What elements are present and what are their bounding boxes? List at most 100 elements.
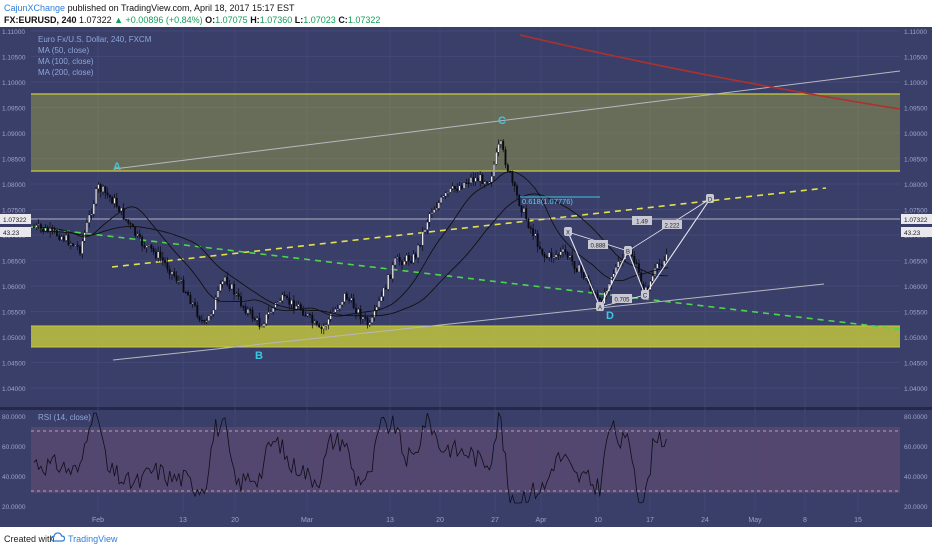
candle-body	[495, 152, 498, 165]
candle-body	[111, 197, 114, 204]
candle-body	[414, 253, 417, 258]
candle-body	[490, 176, 493, 183]
candle-body	[42, 228, 45, 232]
candle-body	[249, 309, 252, 311]
rsi-tick-label-left: 80.0000	[2, 414, 26, 421]
candle-body	[76, 245, 79, 247]
candle-body	[398, 257, 401, 262]
candle-body	[656, 263, 659, 269]
time-tick-label: 20	[436, 517, 444, 524]
candle-body	[283, 294, 286, 297]
price-tick-label-left: 1.08000	[2, 182, 26, 189]
candle-body	[256, 317, 259, 321]
candle-body	[269, 311, 272, 314]
symbol-name: FX:EURUSD, 240	[4, 15, 77, 25]
lower-channel-line	[112, 283, 825, 361]
rsi-value-badge-right	[901, 227, 932, 237]
candle-body	[152, 248, 155, 252]
pattern-point-label: A	[113, 161, 121, 173]
candle-body	[108, 194, 111, 198]
candle-body	[442, 195, 445, 198]
candle-body	[559, 251, 562, 256]
candle-body	[281, 294, 284, 301]
candle-body	[522, 208, 525, 213]
candle-body	[543, 253, 546, 258]
created-with-text: Created with	[4, 534, 55, 544]
candle-body	[325, 324, 328, 327]
candle-body	[145, 245, 148, 248]
time-tick-label: 10	[594, 517, 602, 524]
candle-body	[226, 277, 229, 285]
candle-body	[58, 235, 61, 240]
candle-body	[125, 219, 127, 221]
candle-body	[506, 164, 509, 172]
price-tick-label-right: 1.07500	[904, 208, 928, 215]
candle-body	[194, 302, 196, 306]
candle-body	[157, 251, 160, 259]
candle-body	[582, 272, 585, 279]
candle-body	[175, 275, 178, 281]
price-tick-label-left: 1.05500	[2, 310, 26, 317]
pattern-point-label: D	[606, 310, 614, 322]
legend-ma50: MA (50, close)	[38, 46, 89, 55]
author-link[interactable]: CajunXChange	[4, 3, 66, 13]
rsi-band	[31, 427, 900, 493]
candle-body	[65, 234, 68, 241]
candle-body	[56, 230, 58, 236]
candle-body	[481, 174, 484, 184]
current-price-badge-right	[901, 214, 932, 224]
high-label: H:	[250, 15, 260, 25]
candle-body	[113, 197, 116, 204]
publish-line: CajunXChange published on TradingView.co…	[4, 3, 295, 13]
candle-body	[401, 261, 403, 265]
candle-body	[302, 309, 305, 316]
candle-body	[313, 320, 316, 323]
candle-body	[306, 313, 309, 316]
candle-body	[566, 252, 569, 258]
ratio-label: 0.888	[590, 244, 606, 250]
candle-body	[210, 314, 213, 316]
price-tick-label-left: 1.05000	[2, 335, 26, 342]
candle-body	[513, 182, 516, 187]
time-tick-label: Feb	[92, 517, 104, 524]
candle-body	[198, 316, 201, 321]
candle-body	[348, 299, 351, 301]
candle-body	[430, 212, 433, 214]
candle-body	[520, 205, 523, 213]
candle-body	[263, 323, 265, 327]
candle-body	[541, 248, 544, 255]
ratio-badge	[588, 240, 608, 249]
harmonic-point-badge	[641, 290, 649, 299]
price-tick-label-left: 1.10500	[2, 55, 26, 62]
candle-body	[205, 320, 208, 322]
candle-body	[304, 315, 307, 317]
candle-body	[79, 246, 81, 254]
tradingview-brand[interactable]: TradingView	[68, 534, 118, 544]
candle-body	[660, 264, 663, 266]
candle-body	[246, 309, 249, 314]
candle-body	[127, 219, 130, 224]
candle-body	[292, 300, 295, 310]
candle-body	[426, 221, 429, 230]
candle-body	[357, 309, 360, 314]
harmonic-point-label: D	[708, 198, 713, 204]
candle-body	[180, 279, 183, 281]
candle-body	[138, 233, 141, 237]
chart-area[interactable]: A B C D X A B C D 0.888 0.705 1.49 2.222 0.618(1.0777…	[0, 27, 932, 527]
price-tick-label-left: 1.10000	[2, 80, 26, 87]
candle-body	[171, 271, 173, 275]
candle-body	[488, 181, 491, 184]
candle-body	[449, 188, 452, 193]
candle-body	[412, 253, 415, 263]
close-label: C:	[338, 15, 348, 25]
candle-body	[72, 243, 75, 246]
price-chart[interactable]: A B C D X A B C D 0.888 0.705 1.49 2.222 0.618(1.0777…	[0, 27, 932, 527]
candle-body	[203, 320, 206, 322]
price-tick-label-right: 1.05500	[904, 310, 928, 317]
candle-body	[557, 254, 560, 256]
candle-body	[184, 291, 187, 294]
candle-body	[529, 227, 532, 229]
candle-body	[260, 326, 263, 328]
candle-body	[221, 281, 224, 285]
tradingview-cloud-icon	[51, 532, 65, 542]
